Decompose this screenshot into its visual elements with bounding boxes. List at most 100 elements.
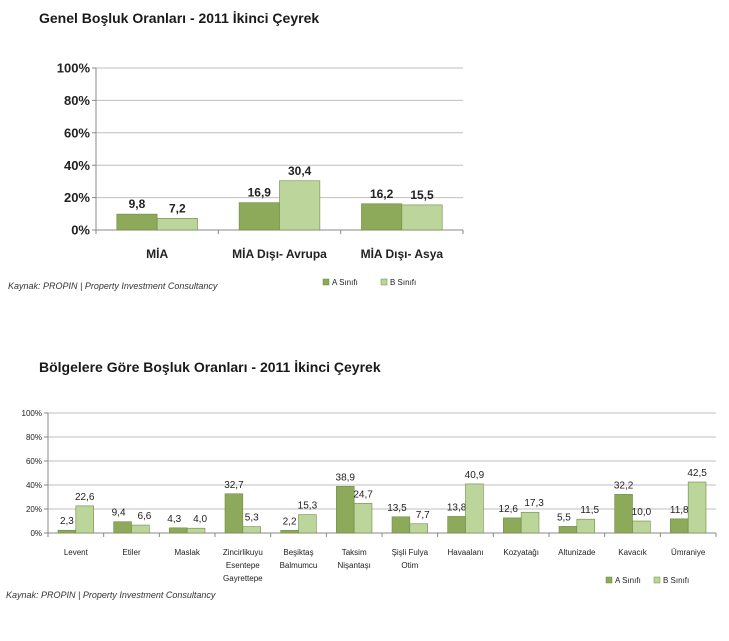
- data-label: 12,6: [499, 504, 519, 515]
- legend-swatch: [380, 278, 388, 286]
- data-label: 9,4: [112, 508, 126, 519]
- y-tick-label: 80%: [64, 93, 90, 108]
- bar-b: [353, 503, 373, 534]
- category-label: Kozyatağı: [503, 548, 539, 557]
- category-label: Beşiktaş: [283, 548, 313, 557]
- bar-b: [520, 511, 540, 534]
- bar-b: [131, 524, 150, 534]
- y-tick-label: 0%: [71, 223, 90, 238]
- data-label: 32,7: [224, 480, 244, 491]
- category-label: Zincirlikuyu: [223, 548, 263, 557]
- legend-label: B Sınıfı: [663, 576, 689, 585]
- data-label: 4,3: [167, 514, 181, 525]
- data-label: 13,8: [447, 502, 467, 513]
- category-label: Taksim: [342, 548, 367, 557]
- data-label: 38,9: [336, 472, 356, 483]
- category-label: Gayrettepe: [223, 574, 263, 583]
- chart1-source: Kaynak: PROPIN | Property Investment Con…: [8, 281, 218, 291]
- category-label: Havaalanı: [447, 548, 483, 557]
- data-label: 5,3: [245, 513, 259, 524]
- data-label: 7,2: [169, 201, 186, 215]
- chart2-title: Bölgelere Göre Boşluk Oranları - 2011 İk…: [39, 359, 381, 375]
- bar-b: [465, 483, 484, 534]
- data-label: 15,5: [410, 188, 434, 202]
- bar-a: [113, 521, 132, 534]
- data-label: 9,8: [129, 197, 146, 211]
- bar-a: [57, 529, 77, 534]
- y-tick-label: 100%: [22, 409, 42, 418]
- bar-a: [503, 517, 522, 534]
- bar-b: [279, 180, 321, 231]
- bar-b: [75, 505, 94, 534]
- chart1-title: Genel Boşluk Oranları - 2011 İkinci Çeyr…: [39, 10, 320, 26]
- bar-a: [670, 518, 689, 534]
- category-label: Etiler: [122, 548, 141, 557]
- data-label: 11,5: [580, 505, 599, 516]
- y-tick-label: 80%: [26, 433, 42, 442]
- y-tick-label: 60%: [64, 125, 90, 140]
- legend-label: A Sınıfı: [332, 278, 358, 287]
- category-label: MİA: [146, 246, 168, 261]
- bar-a: [558, 526, 578, 534]
- bar-b: [632, 520, 651, 534]
- y-tick-label: 60%: [26, 457, 42, 466]
- bar-b: [242, 526, 261, 534]
- data-label: 17,3: [524, 498, 544, 509]
- category-label: Levent: [64, 548, 89, 557]
- category-label: Kavacık: [618, 548, 647, 557]
- legend-label: A Sınıfı: [615, 576, 641, 585]
- data-label: 16,2: [370, 187, 394, 201]
- legend-swatch: [653, 576, 661, 584]
- bar-a: [169, 527, 188, 534]
- data-label: 16,9: [248, 186, 272, 200]
- bar-b: [576, 518, 595, 534]
- category-label: Ümraniye: [671, 548, 706, 557]
- data-label: 7,7: [416, 510, 430, 521]
- y-tick-label: 0%: [30, 529, 42, 538]
- data-label: 30,4: [288, 164, 312, 178]
- data-label: 42,5: [687, 468, 707, 479]
- data-label: 15,3: [298, 501, 318, 512]
- y-tick-label: 20%: [64, 190, 90, 205]
- bar-b: [298, 514, 317, 534]
- bar-a: [391, 516, 411, 534]
- category-label: MİA Dışı- Asya: [361, 246, 444, 261]
- y-tick-label: 20%: [26, 505, 42, 514]
- bar-a: [280, 530, 299, 534]
- bar-a: [614, 494, 633, 534]
- legend-swatch: [605, 576, 613, 584]
- data-label: 22,6: [75, 492, 95, 503]
- data-label: 4,0: [193, 514, 207, 525]
- chart1-plot: 0% 20% 40% 60% 80% 100% 9,8 7,2 MİA 16,9 30,4 MİA D…: [57, 61, 464, 287]
- data-label: 2,2: [283, 516, 297, 527]
- y-tick-label: 40%: [64, 158, 90, 173]
- chart2-source: Kaynak: PROPIN | Property Investment Con…: [6, 590, 216, 600]
- category-label: Balmumcu: [280, 561, 318, 570]
- category-label: Altunizade: [558, 548, 596, 557]
- bar-b: [687, 481, 707, 534]
- data-label: 24,7: [353, 489, 373, 500]
- category-label: Esentepe: [226, 561, 260, 570]
- legend-label: B Sınıfı: [390, 278, 416, 287]
- y-tick-label: 40%: [26, 481, 42, 490]
- bar-a: [361, 203, 403, 231]
- data-label: 13,5: [387, 503, 407, 514]
- category-label: Otim: [401, 561, 418, 570]
- data-label: 32,2: [614, 480, 634, 491]
- y-tick-label: 100%: [57, 61, 91, 76]
- category-label: Nişantaşı: [337, 561, 370, 570]
- bar-a: [447, 516, 466, 534]
- category-label: Şişli Fulya: [392, 548, 429, 557]
- bar-b: [186, 527, 206, 534]
- category-label: Maslak: [174, 548, 200, 557]
- data-label: 10,0: [632, 507, 652, 518]
- bar-b: [401, 204, 443, 231]
- data-label: 40,9: [465, 470, 485, 481]
- bar-b: [156, 218, 198, 231]
- data-label: 6,6: [137, 511, 151, 522]
- bar-a: [336, 486, 355, 534]
- legend-swatch: [322, 278, 330, 286]
- data-label: 11,8: [670, 505, 689, 516]
- data-label: 5,5: [557, 512, 571, 523]
